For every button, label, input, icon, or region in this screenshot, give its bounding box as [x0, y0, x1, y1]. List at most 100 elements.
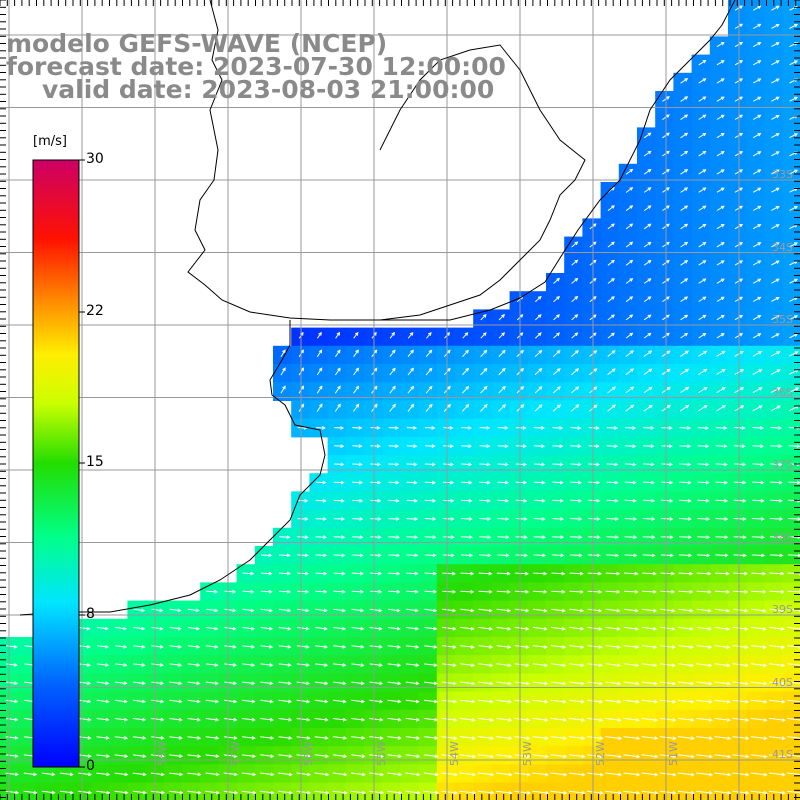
wind-arrow-head	[432, 571, 437, 576]
wind-arrow	[771, 206, 780, 211]
wind-arrow	[625, 350, 634, 357]
wind-arrow-head	[410, 385, 415, 390]
wind-arrow-head	[592, 241, 597, 246]
wind-arrow-head	[684, 332, 689, 337]
wind-arrow	[679, 536, 691, 538]
wind-arrow-head	[269, 681, 274, 686]
wind-arrow-head	[634, 589, 639, 594]
wind-arrow	[553, 296, 560, 303]
wind-arrow-head	[394, 426, 399, 430]
wind-arrow-head	[665, 150, 670, 155]
wind-arrow-head	[488, 608, 493, 613]
wind-arrow-head	[450, 517, 455, 521]
wind-arrow	[514, 772, 530, 776]
wind-arrow	[387, 754, 402, 757]
wind-arrow-head	[705, 426, 710, 430]
wind-arrow	[641, 772, 658, 776]
wind-arrow-head	[214, 608, 219, 613]
wind-arrow	[770, 405, 781, 412]
wind-arrow-head	[596, 553, 601, 558]
wind-arrow	[187, 627, 200, 630]
wind-arrow-head	[648, 386, 653, 391]
wind-arrow	[752, 78, 761, 84]
wind-arrow-head	[666, 368, 671, 373]
wind-arrow	[132, 754, 146, 757]
wind-arrow-head	[720, 169, 725, 173]
wind-arrow-head	[630, 404, 635, 409]
wind-arrow-head	[377, 535, 382, 540]
wind-arrow-head	[343, 772, 348, 777]
wind-arrow-head	[705, 480, 710, 485]
wind-arrow	[388, 518, 399, 520]
wind-arrow-head	[709, 772, 714, 777]
wind-arrow-head	[665, 259, 670, 264]
wind-arrow-head	[487, 517, 492, 521]
wind-arrow-head	[433, 626, 438, 631]
wind-arrow	[716, 78, 725, 84]
wind-arrow-head	[465, 349, 469, 354]
wind-arrow-head	[781, 754, 786, 759]
wind-arrow	[696, 572, 711, 575]
wind-arrow	[514, 736, 530, 739]
wind-arrow-head	[398, 790, 403, 795]
wind-arrow-head	[794, 206, 799, 210]
wind-arrow	[332, 790, 347, 794]
wind-arrow	[497, 445, 508, 447]
wind-arrow-head	[633, 517, 638, 521]
wind-arrow	[78, 754, 91, 757]
wind-arrow	[441, 663, 456, 666]
wind-arrow-head	[306, 699, 311, 704]
wind-arrow	[715, 518, 728, 520]
wind-arrow-head	[378, 589, 383, 594]
wind-arrow	[442, 481, 454, 484]
wind-arrow	[789, 297, 798, 302]
wind-arrow-head	[104, 644, 109, 649]
colorbar-scale	[32, 159, 80, 768]
wind-arrow	[570, 481, 581, 484]
wind-arrow-head	[685, 404, 690, 409]
wind-arrow-head	[378, 571, 383, 576]
wind-arrow	[278, 590, 290, 593]
wind-arrow	[771, 187, 780, 193]
wind-arrow-head	[757, 333, 762, 337]
wind-arrow-head	[396, 571, 401, 576]
wind-arrow-head	[598, 663, 603, 668]
wind-arrow	[296, 754, 310, 757]
wind-arrow	[642, 536, 655, 538]
wind-arrow	[206, 627, 218, 630]
wind-arrow	[316, 332, 322, 339]
wind-arrow-head	[559, 444, 564, 449]
wind-arrow	[660, 536, 673, 538]
wind-arrow-head	[574, 241, 579, 246]
wind-arrow-head	[562, 699, 567, 704]
wind-arrow	[260, 590, 272, 593]
wind-arrow	[678, 572, 693, 575]
wind-arrow	[605, 645, 620, 648]
wind-arrow-head	[413, 426, 418, 430]
wind-arrow	[569, 699, 584, 703]
wind-arrow-head	[486, 462, 491, 467]
wind-arrow	[789, 133, 798, 139]
wind-arrow	[78, 736, 91, 739]
wind-arrow	[296, 681, 310, 685]
wind-arrow	[752, 205, 761, 211]
wind-arrow	[680, 205, 688, 212]
wind-arrow-head	[574, 296, 579, 300]
wind-arrow	[789, 278, 798, 284]
wind-arrow-head	[744, 626, 749, 631]
wind-arrow-head	[794, 169, 799, 173]
wind-arrow-head	[648, 350, 653, 355]
wind-arrow	[533, 463, 545, 465]
wind-arrow-head	[689, 608, 694, 613]
wind-arrow	[224, 681, 237, 684]
wind-arrow-head	[452, 608, 457, 613]
wind-arrow	[369, 736, 383, 739]
wind-arrow	[788, 518, 800, 520]
wind-arrow	[550, 681, 566, 685]
wind-arrow-head	[141, 663, 146, 667]
wind-arrow	[752, 481, 764, 484]
wind-arrow	[696, 754, 713, 758]
wind-arrow	[460, 608, 474, 612]
wind-arrow-head	[396, 589, 401, 594]
title-model: modelo GEFS-WAVE (NCEP)	[6, 29, 388, 58]
